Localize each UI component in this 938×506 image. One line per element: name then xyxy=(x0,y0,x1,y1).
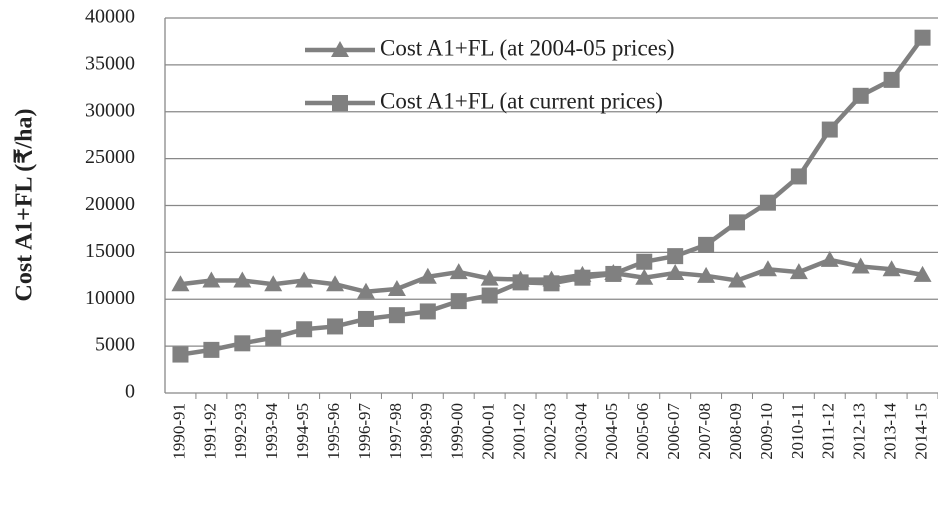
y-tick-label: 40000 xyxy=(85,6,135,28)
data-point xyxy=(296,321,313,338)
data-point xyxy=(481,287,498,304)
x-tick-label: 2004-05 xyxy=(602,403,621,460)
data-point xyxy=(666,264,685,280)
data-point xyxy=(605,265,622,282)
x-tick-label: 1991-92 xyxy=(200,403,219,460)
data-point xyxy=(512,274,529,291)
data-point xyxy=(387,279,406,296)
x-tick-label: 2010-11 xyxy=(788,403,807,459)
legend-label: Cost A1+FL (at current prices) xyxy=(380,88,663,113)
x-tick-label: 2003-04 xyxy=(571,403,590,460)
series-line xyxy=(180,36,925,357)
legend-marker xyxy=(332,95,348,111)
x-tick-label: 2002-03 xyxy=(540,403,559,460)
legend-label: Cost A1+FL (at 2004-05 prices) xyxy=(380,35,674,60)
data-point xyxy=(759,194,776,211)
data-point xyxy=(728,271,747,288)
data-point xyxy=(172,346,189,363)
data-point xyxy=(729,214,746,231)
x-tick-label: 2012-13 xyxy=(850,403,869,460)
data-point xyxy=(418,267,437,284)
y-tick-label: 15000 xyxy=(85,240,135,262)
data-point xyxy=(265,329,282,346)
data-point xyxy=(202,271,221,288)
data-point xyxy=(388,307,405,324)
data-point xyxy=(419,303,436,320)
x-tick-label: 2007-08 xyxy=(695,403,714,460)
legend-marker xyxy=(331,41,349,57)
data-point xyxy=(574,269,591,286)
data-point xyxy=(356,282,375,299)
x-tick-label: 1996-97 xyxy=(355,403,374,460)
x-tick-label: 2006-07 xyxy=(664,403,683,460)
data-point xyxy=(636,253,653,270)
data-point xyxy=(234,335,251,352)
data-point xyxy=(233,271,252,288)
x-tick-label: 1994-95 xyxy=(293,403,312,460)
data-point xyxy=(543,275,560,292)
data-point xyxy=(790,168,807,185)
data-point xyxy=(480,269,499,286)
data-point xyxy=(295,271,314,288)
x-tick-label: 1998-99 xyxy=(417,403,436,460)
x-tick-label: 2014-15 xyxy=(911,403,930,460)
x-tick-label: 1997-98 xyxy=(386,403,405,460)
y-tick-label: 10000 xyxy=(85,287,135,309)
data-point xyxy=(449,263,468,280)
data-point xyxy=(914,29,931,46)
data-point xyxy=(758,260,777,277)
data-point xyxy=(264,275,283,292)
data-point xyxy=(882,260,901,277)
data-point xyxy=(203,341,220,358)
data-point xyxy=(635,268,654,285)
y-tick-label: 20000 xyxy=(85,193,135,215)
x-tick-label: 2008-09 xyxy=(726,403,745,460)
data-point xyxy=(327,318,344,335)
x-tick-label: 1995-96 xyxy=(324,403,343,460)
data-point xyxy=(450,293,467,310)
x-tick-label: 2013-14 xyxy=(881,403,900,460)
data-point xyxy=(883,71,900,88)
y-axis-label: Cost A1+FL (₹/ha) xyxy=(12,109,38,302)
x-tick-label: 2011-12 xyxy=(819,403,838,459)
y-tick-label: 30000 xyxy=(85,99,135,121)
x-tick-label: 1999-00 xyxy=(448,403,467,460)
x-tick-label: 1992-93 xyxy=(231,403,250,460)
data-point xyxy=(697,266,716,283)
x-tick-label: 2009-10 xyxy=(757,403,776,460)
x-tick-label: 2005-06 xyxy=(633,403,652,460)
x-tick-label: 1993-94 xyxy=(262,403,281,460)
data-point xyxy=(698,236,715,253)
y-tick-label: 25000 xyxy=(85,146,135,168)
data-point xyxy=(326,275,345,292)
data-point xyxy=(171,275,190,292)
data-point xyxy=(789,263,808,280)
y-tick-label: 0 xyxy=(125,381,135,403)
data-point xyxy=(913,265,932,282)
data-point xyxy=(820,250,839,267)
data-point xyxy=(357,310,374,327)
y-tick-label: 35000 xyxy=(85,52,135,74)
data-point xyxy=(667,248,684,265)
x-tick-label: 1990-91 xyxy=(169,403,188,460)
data-point xyxy=(852,87,869,104)
y-tick-label: 5000 xyxy=(95,334,135,356)
data-point xyxy=(821,121,838,138)
x-tick-label: 2001-02 xyxy=(509,403,528,460)
x-tick-label: 2000-01 xyxy=(479,403,498,460)
data-point xyxy=(851,257,870,274)
